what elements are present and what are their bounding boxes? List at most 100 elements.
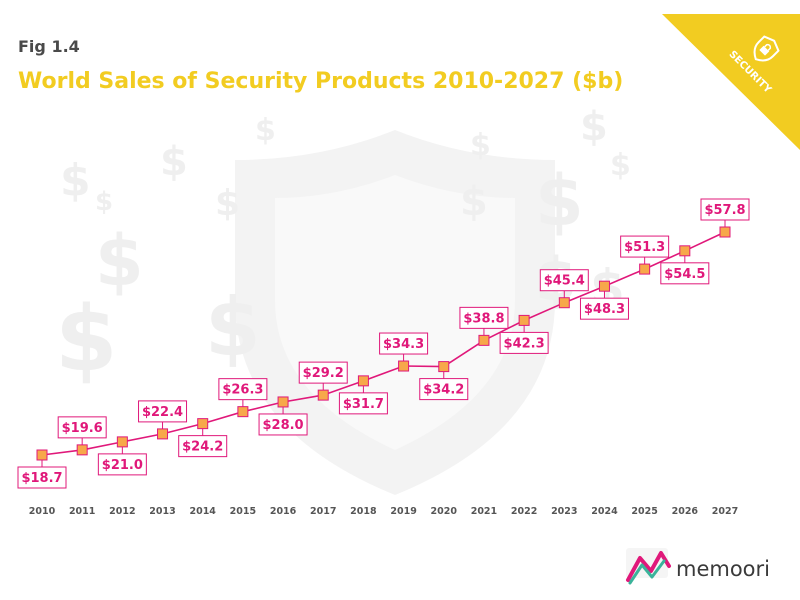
x-tick-label: 2016 — [270, 506, 297, 517]
data-label-box — [178, 435, 228, 458]
x-tick-label: 2013 — [149, 506, 175, 517]
data-label-box — [459, 306, 509, 329]
dollar-watermark-icon: $ — [205, 281, 261, 374]
data-point — [76, 444, 88, 456]
data-point — [357, 375, 369, 387]
dollar-watermark-icon: $ — [55, 287, 118, 392]
data-labels: $18.7 $19.6 $21.0 $22.4 $24.2 $26.3 $28.0 $29.2… — [17, 198, 750, 489]
data-point — [438, 361, 450, 373]
x-tick-label: 2011 — [69, 506, 95, 517]
data-point — [558, 297, 570, 309]
x-tick-label: 2024 — [591, 506, 618, 517]
x-tick-label: 2019 — [390, 506, 416, 517]
data-point — [679, 245, 691, 257]
data-label: $48.3 — [584, 302, 625, 317]
data-label-box — [539, 269, 589, 292]
data-markers — [36, 226, 731, 461]
dollar-watermark-icon: $ — [95, 187, 113, 217]
x-tick-label: 2017 — [310, 506, 336, 517]
x-tick-label: 2027 — [712, 506, 738, 517]
data-point — [197, 418, 209, 430]
data-label: $24.2 — [182, 440, 223, 455]
data-label-box — [419, 378, 469, 401]
x-tick-label: 2014 — [189, 506, 216, 517]
data-point — [598, 280, 610, 292]
data-label: $29.2 — [303, 366, 344, 381]
x-tick-label: 2010 — [29, 506, 56, 517]
data-point — [719, 226, 731, 238]
x-tick-label: 2020 — [431, 506, 458, 517]
data-label: $45.4 — [544, 274, 585, 289]
x-tick-label: 2015 — [230, 506, 256, 517]
dollar-watermark-icon: $ — [460, 179, 488, 225]
memoori-logo: memoori — [626, 548, 770, 585]
dollar-watermark-icon: $ — [610, 148, 631, 183]
data-label: $38.8 — [463, 311, 504, 326]
badge-triangle — [662, 14, 800, 150]
dollar-watermark-icon: $ — [60, 155, 91, 206]
data-label-box — [17, 466, 67, 489]
data-label: $21.0 — [102, 458, 143, 473]
data-label-box — [97, 453, 147, 476]
dollar-watermark-icon: $ — [580, 104, 608, 150]
data-label: $34.2 — [423, 383, 464, 398]
data-label: $28.0 — [262, 418, 303, 433]
data-point — [116, 436, 128, 448]
background-decoration: $$$$$$$$$$$$$$$ — [55, 104, 631, 495]
data-point — [639, 263, 651, 275]
fig-label: Fig 1.4 — [18, 37, 80, 56]
x-tick-label: 2025 — [631, 506, 657, 517]
data-label-box — [57, 416, 107, 439]
dollar-watermark-icons: $$$$$$$$$$$$$$$ — [55, 104, 631, 392]
data-point — [398, 360, 410, 372]
dollar-watermark-icon: $ — [95, 220, 144, 302]
dollar-watermark-icon: $ — [215, 183, 240, 224]
data-label-box — [338, 392, 388, 415]
series-line — [41, 231, 726, 456]
dollar-watermark-icon: $ — [535, 160, 584, 242]
memoori-logo-icon — [626, 548, 671, 585]
chart-title: World Sales of Security Products 2010-20… — [18, 69, 623, 94]
data-label-box — [138, 400, 188, 423]
data-label-box — [700, 198, 750, 221]
data-label-box — [379, 332, 429, 355]
data-label: $18.7 — [21, 471, 62, 486]
data-label: $31.7 — [343, 397, 384, 412]
plot-area: $18.7 $19.6 $21.0 $22.4 $24.2 $26.3 $28.0 $29.2… — [17, 198, 750, 517]
dollar-watermark-icon: $ — [160, 139, 188, 185]
brand-name: memoori — [676, 557, 770, 581]
data-label: $34.3 — [383, 337, 424, 352]
x-tick-label: 2021 — [471, 506, 497, 517]
data-point — [36, 449, 48, 461]
data-label-box — [579, 297, 629, 320]
data-label: $42.3 — [504, 336, 545, 351]
data-point — [237, 406, 249, 418]
x-tick-label: 2018 — [350, 506, 377, 517]
data-label: $26.3 — [222, 383, 263, 398]
x-tick-label: 2026 — [672, 506, 699, 517]
data-label: $22.4 — [142, 405, 183, 420]
security-badge: SECURITY — [662, 14, 800, 150]
data-point — [317, 389, 329, 401]
data-label-box — [660, 262, 710, 285]
data-point — [478, 334, 490, 346]
lock-icon — [753, 35, 780, 62]
data-point — [157, 428, 169, 440]
x-tick-label: 2023 — [551, 506, 577, 517]
data-label: $57.8 — [704, 203, 745, 218]
data-label-box — [258, 413, 308, 436]
data-label-box — [499, 331, 549, 354]
x-tick-label: 2022 — [511, 506, 537, 517]
x-tick-label: 2012 — [109, 506, 135, 517]
x-axis-ticks: 2010 2011 2012 2013 2014 2015 2016 2017 2018 2019… — [29, 506, 738, 517]
data-label-box — [218, 378, 268, 401]
data-label-box — [620, 235, 670, 258]
data-label: $19.6 — [62, 421, 103, 436]
dollar-watermark-icon: $ — [255, 113, 276, 148]
dollar-watermark-icon: $ — [470, 128, 491, 163]
data-point — [518, 314, 530, 326]
data-point — [277, 396, 289, 408]
data-label: $51.3 — [624, 240, 665, 255]
data-label: $54.5 — [664, 267, 705, 282]
